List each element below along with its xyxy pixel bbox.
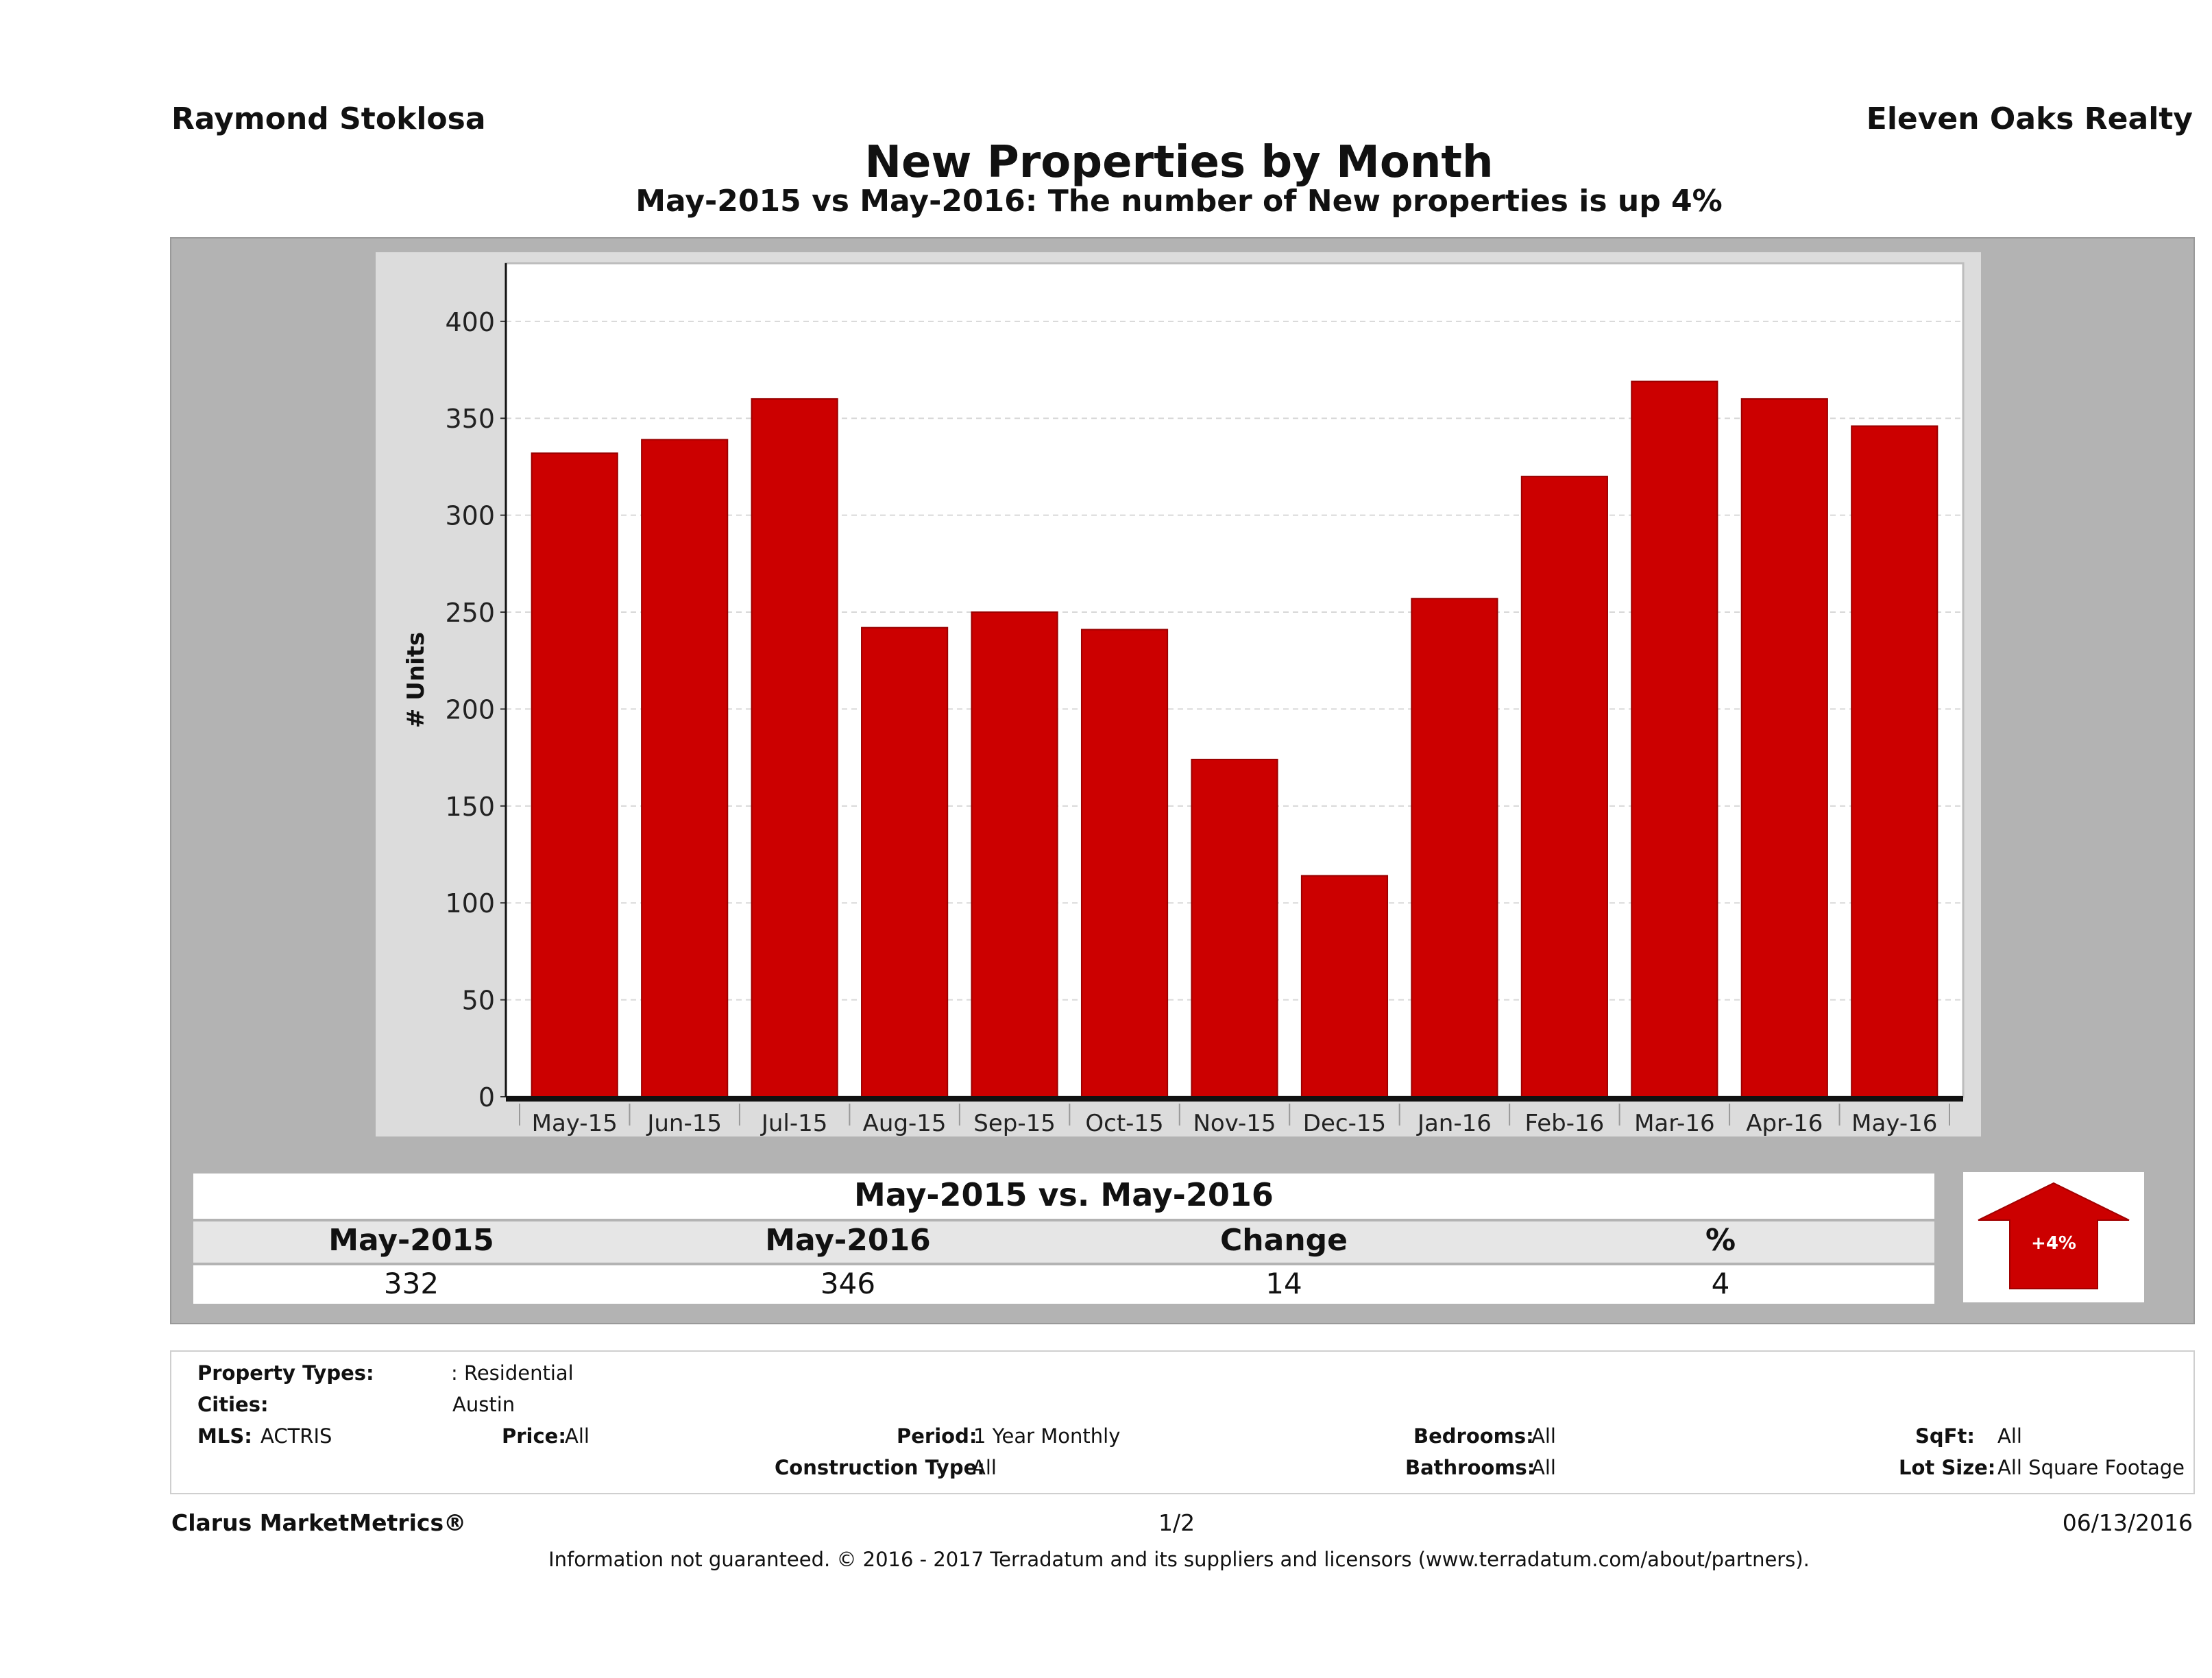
x-tick-label: Mar-16 (1634, 1110, 1715, 1136)
x-tick-label: Nov-15 (1193, 1110, 1276, 1136)
summary-title: May-2015 vs. May-2016 (854, 1176, 1274, 1213)
filter-lot-size-value: All Square Footage (1997, 1456, 2185, 1479)
x-tick-label: Jan-16 (1416, 1110, 1492, 1136)
x-tick-label: Jul-15 (760, 1110, 828, 1136)
y-tick-label: 250 (445, 598, 495, 628)
filter-lot-size-label: Lot Size: (1899, 1456, 1996, 1479)
filter-sqft-label: SqFt: (1915, 1424, 1975, 1448)
bar-aug-15 (861, 627, 949, 1097)
x-tick-label: Sep-15 (973, 1110, 1056, 1136)
footer-disclaimer: Information not guaranteed. © 2016 - 201… (548, 1548, 1810, 1571)
filter-period-label: Period: (897, 1424, 977, 1448)
filter-bedrooms-value: All (1531, 1424, 1556, 1448)
bar-feb-16 (1520, 476, 1608, 1097)
summary-value-change: 14 (1265, 1267, 1302, 1300)
x-tick-label: Aug-15 (863, 1110, 947, 1136)
filter-period-value: 1 Year Monthly (973, 1424, 1121, 1448)
y-axis-label: # Units (402, 632, 430, 728)
filter-bathrooms-value: All (1531, 1456, 1556, 1479)
y-tick-label: 400 (445, 307, 495, 337)
agent-name: Raymond Stoklosa (171, 101, 486, 136)
y-tick-label: 100 (445, 888, 495, 919)
x-tick-label: Dec-15 (1303, 1110, 1386, 1136)
filter-cities-label: Cities: (197, 1393, 269, 1416)
summary-value-percent: 4 (1711, 1267, 1730, 1300)
y-tick-label: 0 (478, 1082, 495, 1112)
footer-date: 06/13/2016 (2062, 1509, 2193, 1536)
filter-cities-value: Austin (452, 1393, 515, 1416)
footer-page-number: 1/2 (1158, 1509, 1195, 1536)
arrow-label: +4% (2031, 1233, 2076, 1254)
bar-jun-15 (641, 439, 729, 1097)
x-tick-label: May-16 (1851, 1110, 1937, 1136)
bar-jan-16 (1411, 598, 1498, 1097)
filter-mls-label: MLS: (197, 1424, 252, 1448)
bar-apr-16 (1740, 398, 1828, 1097)
y-tick-label: 300 (445, 501, 495, 531)
x-tick-label: May-15 (532, 1110, 618, 1136)
bar-nov-15 (1191, 758, 1278, 1098)
y-tick-label: 200 (445, 694, 495, 725)
filter-price-value: All (565, 1424, 590, 1448)
bar-sep-15 (971, 611, 1058, 1097)
x-tick-label: Feb-16 (1525, 1110, 1605, 1136)
filter-mls-value: ACTRIS (260, 1424, 332, 1448)
summary-header-bg (193, 1174, 1934, 1219)
bar-dec-15 (1300, 875, 1389, 1097)
filter-property-types-label: Property Types: (197, 1361, 374, 1385)
filter-property-types-value: : Residential (451, 1361, 574, 1385)
summary-labels-row (193, 1221, 1934, 1263)
bar-chart: 0 50 100 150 200 250 300 350 400 # Units May-15 Jun… (402, 262, 1965, 1136)
filter-bedrooms-label: Bedrooms: (1413, 1424, 1534, 1448)
change-indicator-box: +4% (1963, 1172, 2144, 1302)
x-tick-label: Apr-16 (1746, 1110, 1823, 1136)
filter-construction-value: All (972, 1456, 997, 1479)
up-arrow-icon: +4% (1978, 1182, 2130, 1289)
summary-label-change: Change (1220, 1223, 1348, 1258)
summary-value-may-2015: 332 (383, 1267, 439, 1300)
bar-mar-16 (1631, 380, 1718, 1097)
filter-bathrooms-label: Bathrooms: (1405, 1456, 1535, 1479)
summary-label-may-2016: May-2016 (765, 1223, 931, 1258)
x-tick-label: Oct-15 (1085, 1110, 1163, 1136)
summary-value-may-2016: 346 (820, 1267, 876, 1300)
summary-label-may-2015: May-2015 (328, 1223, 494, 1258)
bar-may-15 (531, 452, 618, 1097)
summary-values-row (193, 1265, 1934, 1304)
bar-oct-15 (1080, 629, 1169, 1097)
filters-panel (170, 1350, 2195, 1494)
y-tick-label: 50 (462, 986, 495, 1016)
y-tick-label: 350 (445, 404, 495, 434)
x-tick-label: Jun-15 (646, 1110, 722, 1136)
y-tick-label: 150 (445, 792, 495, 822)
chart-subtitle: May-2015 vs May-2016: The number of New … (635, 184, 1723, 219)
filter-construction-label: Construction Type: (775, 1456, 985, 1479)
summary-label-percent: % (1705, 1223, 1736, 1258)
bar-jul-15 (751, 398, 838, 1097)
bar-may-16 (1851, 425, 1938, 1097)
footer-brand: Clarus MarketMetrics® (171, 1509, 467, 1536)
filter-sqft-value: All (1997, 1424, 2022, 1448)
chart-title: New Properties by Month (864, 137, 1494, 188)
filter-price-label: Price: (502, 1424, 566, 1448)
brokerage-name: Eleven Oaks Realty (1866, 101, 2193, 136)
